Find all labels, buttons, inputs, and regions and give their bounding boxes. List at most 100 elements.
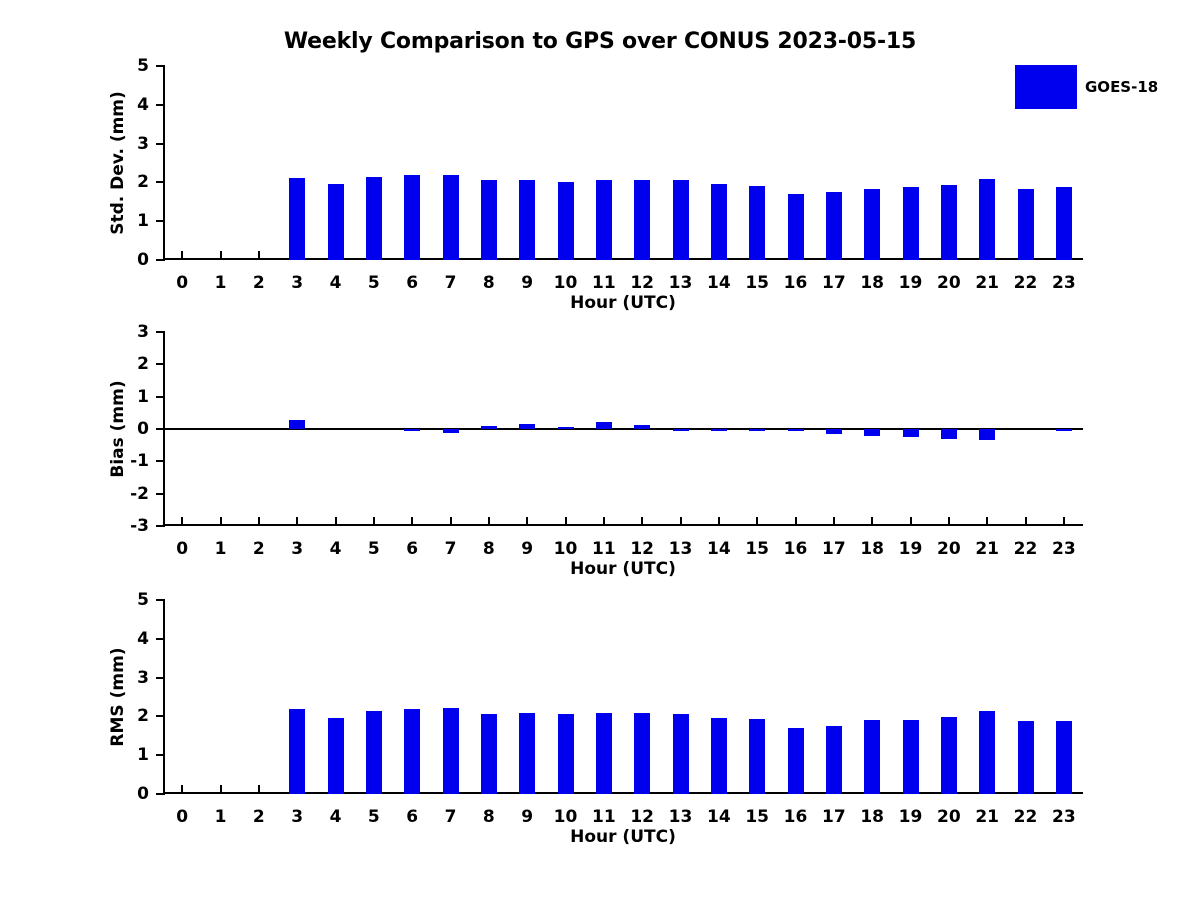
x-tick-label: 16 [783,273,808,293]
x-tick-label: 6 [406,807,419,827]
x-tick-label: 0 [176,807,189,827]
x-tick-label: 2 [252,273,265,293]
x-tick-label: 9 [521,539,534,559]
x-tick-mark [1024,517,1027,526]
x-tick-label: 5 [367,273,380,293]
x-tick-label: 12 [630,807,654,827]
bar-bias-hour-17 [825,429,842,435]
y-tick-mark [156,754,165,757]
y-axis-label-rms: RMS (mm) [108,647,128,747]
bar-bias-hour-23 [1055,429,1072,431]
x-tick-mark [1062,517,1065,526]
bar-bias-hour-18 [864,429,881,436]
x-tick-label: 16 [783,539,808,559]
x-tick-label: 5 [367,539,380,559]
bar-stddev-hour-11 [595,180,612,260]
x-tick-label: 1 [214,539,227,559]
x-tick-label: 0 [176,273,189,293]
x-tick-label: 7 [444,273,457,293]
x-tick-label: 4 [329,273,342,293]
bar-stddev-hour-19 [902,187,919,260]
x-tick-mark [257,517,260,526]
bar-stddev-hour-15 [749,185,766,260]
x-tick-label: 4 [329,539,342,559]
x-tick-label: 16 [783,807,808,827]
y-tick-label: -2 [130,483,149,504]
x-axis-line-bias [163,524,1083,526]
x-tick-label: 1 [214,273,227,293]
y-tick-mark [156,220,165,223]
x-tick-label: 6 [406,273,419,293]
bar-bias-hour-14 [710,429,727,431]
x-axis-line-stddev [163,258,1083,260]
x-tick-mark [411,517,414,526]
y-tick-mark [156,65,165,67]
x-tick-label: 14 [706,539,731,559]
x-tick-label: 23 [1051,539,1076,559]
x-tick-mark [219,251,222,260]
x-tick-mark [756,517,759,526]
x-tick-label: 3 [291,273,304,293]
bar-rms-hour-4 [327,718,344,794]
x-tick-mark [641,517,644,526]
x-tick-label: 22 [1013,539,1038,559]
y-tick-label: 1 [137,386,149,407]
x-tick-label: 13 [668,807,693,827]
bar-bias-hour-20 [940,429,957,439]
x-tick-label: 14 [706,273,731,293]
bar-rms-hour-14 [710,718,727,794]
x-tick-label: 3 [291,807,304,827]
x-axis-label-rms: Hour (UTC) [570,827,676,847]
bar-stddev-hour-6 [404,175,421,260]
y-tick-label: 1 [137,745,149,766]
bar-bias-hour-16 [787,429,804,431]
bar-bias-hour-21 [979,429,996,441]
bar-rms-hour-5 [365,710,382,794]
y-tick-label: 1 [137,211,149,232]
bar-rms-hour-15 [749,719,766,794]
y-tick-mark [156,181,165,184]
bar-rms-hour-3 [289,709,306,794]
y-tick-mark [156,793,165,795]
x-tick-label: 12 [630,273,654,293]
x-tick-label: 17 [821,539,846,559]
x-tick-label: 6 [406,539,419,559]
chart-title: Weekly Comparison to GPS over CONUS 2023… [283,29,917,54]
x-tick-label: 2 [252,807,265,827]
bar-bias-hour-9 [519,423,536,429]
y-tick-mark [156,676,165,679]
bar-bias-hour-8 [480,426,497,429]
y-tick-label: 0 [137,419,149,439]
bar-rms-hour-20 [940,717,957,794]
bar-rms-hour-7 [442,708,459,794]
y-tick-mark [156,395,165,398]
bar-bias-hour-10 [557,427,574,430]
x-tick-mark [334,517,337,526]
bar-rms-hour-19 [902,719,919,794]
x-tick-label: 11 [591,807,616,827]
bar-stddev-hour-20 [940,184,957,260]
chart-legend: GOES-18 [1015,65,1190,109]
y-tick-label: -3 [130,516,149,536]
x-tick-label: 0 [176,539,189,559]
bar-bias-hour-15 [749,429,766,431]
x-tick-label: 23 [1051,273,1076,293]
y-tick-mark [156,525,165,527]
x-tick-mark [717,517,720,526]
x-tick-label: 12 [630,539,654,559]
plot-area-rms: 0 1 2 3 4 5 0 1 2 3 4 5 6 7 8 9 10 11 12 13 14 15 16 17 18 19 20 21… [137,590,1083,827]
bar-stddev-hour-13 [672,180,689,260]
x-tick-mark [602,517,605,526]
x-tick-label: 9 [521,807,534,827]
y-tick-label: 5 [137,590,149,610]
bar-stddev-hour-5 [365,176,382,260]
bar-stddev-hour-8 [480,180,497,260]
bar-stddev-hour-9 [519,179,536,260]
x-tick-label: 15 [745,539,769,559]
x-tick-label: 17 [821,807,846,827]
zero-reference-line [163,428,1083,430]
x-tick-label: 5 [367,807,380,827]
